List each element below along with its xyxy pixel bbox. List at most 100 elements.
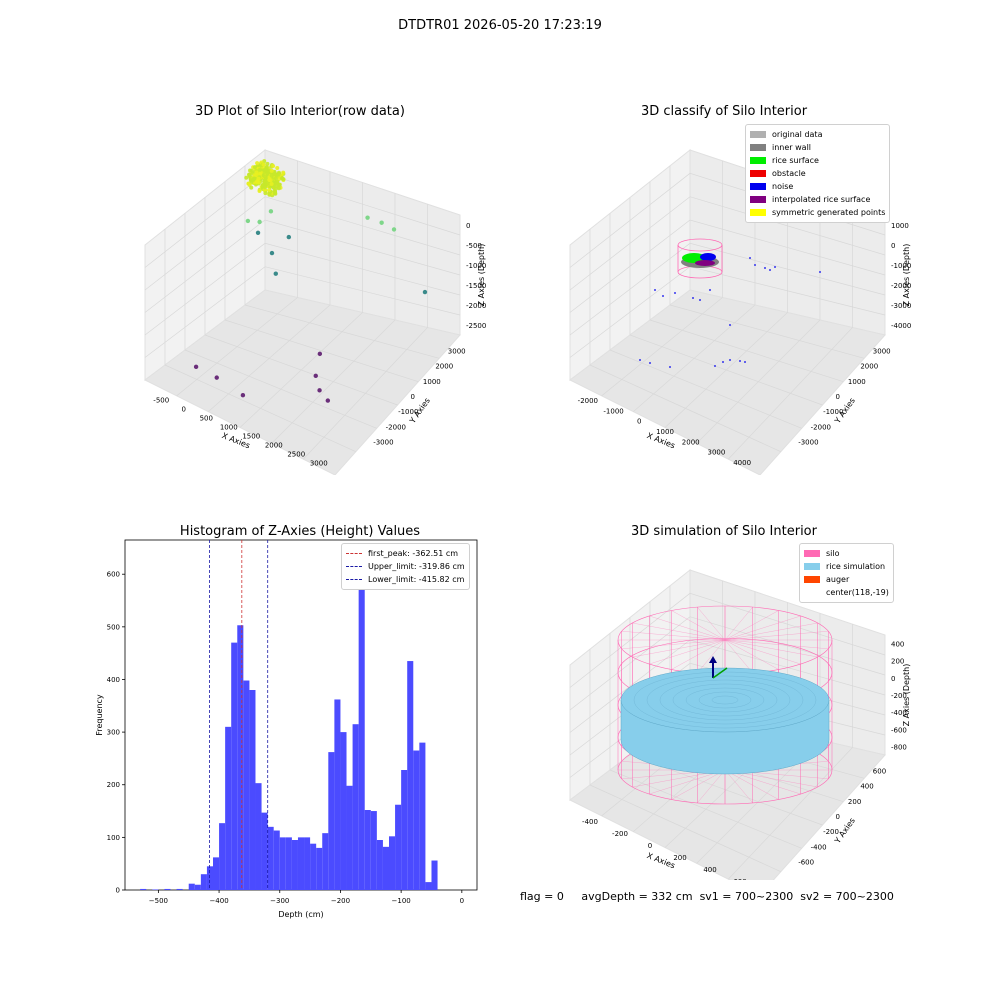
panel4-title: 3D simulation of Silo Interior	[574, 524, 874, 539]
panel1-cluster-point	[263, 191, 267, 195]
hist-ytick-label: 600	[107, 571, 120, 579]
hist-bar	[419, 743, 425, 890]
panel2-ztick: 1000	[891, 222, 909, 230]
panel1-cluster-point	[253, 165, 257, 169]
panel1-cluster-point	[273, 191, 277, 195]
panel4-ytick: 400	[860, 783, 873, 791]
legend-swatch	[750, 209, 766, 216]
panel2-noise-blob	[700, 253, 716, 261]
hist-bar	[286, 837, 292, 890]
panel2-ztick: -4000	[891, 322, 911, 330]
hist-ytick-label: 0	[116, 887, 120, 895]
hist-bar	[274, 831, 280, 890]
panel4-ztick: 0	[891, 675, 895, 683]
legend-swatch	[750, 157, 766, 164]
hist-bar	[164, 889, 170, 890]
panel4-xtick: 600	[733, 878, 746, 880]
legend-label: first_peak: -362.51 cm	[368, 547, 458, 560]
hist-bar	[219, 823, 225, 890]
panel2-legend-item: inner wall	[750, 141, 885, 154]
legend-label: obstacle	[772, 167, 806, 180]
hist-bar	[353, 724, 359, 890]
panel3-legend-item: Upper_limit: -319.86 cm	[346, 560, 465, 573]
panel1-data-point	[256, 231, 260, 235]
panel1-cluster-point	[248, 169, 252, 173]
panel1-3d-plot: -500 0 500 1000 1500 2000 2500 3000 -3000 -2000 -1…	[130, 130, 490, 475]
legend-swatch	[804, 589, 820, 596]
legend-swatch	[750, 131, 766, 138]
legend-swatch	[750, 183, 766, 190]
legend-label: interpolated rice surface	[772, 193, 870, 206]
hist-ytick-label: 200	[107, 781, 120, 789]
panel2-noise-point	[714, 365, 716, 367]
panel1-cluster-point	[244, 176, 248, 180]
panel1-data-point	[379, 221, 383, 225]
hist-bar	[280, 837, 286, 890]
panel1-cluster-point	[263, 185, 267, 189]
panel1-cluster-point	[270, 169, 274, 173]
panel2-title: 3D classify of Silo Interior	[574, 104, 874, 119]
hist-ytick-label: 400	[107, 676, 120, 684]
panel4-legend-item: silo	[804, 547, 889, 560]
panel2-legend-item: original data	[750, 128, 885, 141]
panel1-ytick: -2000	[386, 423, 406, 431]
panel1-cluster-point	[271, 164, 275, 168]
panel4-legend-item: center(118,-19)	[804, 586, 889, 599]
hist-bar	[304, 837, 310, 890]
panel2-xtick: -1000	[603, 407, 623, 415]
panel1-cluster-point	[256, 177, 260, 181]
panel4-xtick: 400	[703, 866, 716, 874]
legend-label: Lower_limit: -415.82 cm	[368, 573, 464, 586]
panel4-xtick: 0	[648, 842, 652, 850]
hist-bar	[298, 837, 304, 890]
panel4-xtick: -200	[612, 830, 628, 838]
panel4-ytick: 0	[836, 813, 840, 821]
hist-bar	[413, 751, 419, 890]
panel2-noise-point	[739, 360, 741, 362]
panel1-cluster-point	[255, 170, 259, 174]
panel2-noise-point	[744, 361, 746, 363]
legend-swatch	[750, 170, 766, 177]
panel2-ytick: -2000	[811, 423, 831, 431]
panel4-rice-surface	[621, 668, 829, 732]
panel1-data-point	[317, 388, 321, 392]
panel1-cluster-point	[267, 188, 271, 192]
panel1-data-point	[365, 215, 369, 219]
panel1-xtick: 2500	[287, 451, 305, 459]
panel4-legend: silo rice simulation auger center(118,-19)	[799, 543, 894, 603]
hist-bar	[365, 810, 371, 890]
hist-bar	[177, 889, 183, 890]
panel1-xtick: 2000	[265, 442, 283, 450]
panel4-ytick: -600	[798, 858, 814, 866]
hist-bar	[255, 783, 261, 890]
hist-xtick-label: −400	[209, 897, 228, 905]
panel2-legend-item: interpolated rice surface	[750, 193, 885, 206]
panel1-data-point	[287, 235, 291, 239]
panel1-cluster-point	[265, 162, 269, 166]
status-line: flag = 0 avgDepth = 332 cm sv1 = 700~230…	[520, 890, 894, 903]
panel1-data-point	[246, 219, 250, 223]
panel1-title: 3D Plot of Silo Interior(row data)	[150, 104, 450, 119]
hist-xtick-label: −300	[270, 897, 289, 905]
panel1-cluster-point	[268, 193, 272, 197]
legend-swatch	[750, 144, 766, 151]
panel1-cluster-point	[270, 174, 274, 178]
panel1-xtick: 0	[182, 406, 186, 414]
panel1-data-point	[274, 272, 278, 276]
legend-swatch	[804, 563, 820, 570]
panel1-data-point	[314, 374, 318, 378]
panel2-legend-item: noise	[750, 180, 885, 193]
panel4-ztick: -800	[891, 743, 907, 751]
panel2-ztick: 0	[891, 242, 895, 250]
legend-line	[346, 579, 362, 580]
panel2-xtick: -2000	[578, 397, 598, 405]
hist-xtick-label: −100	[392, 897, 411, 905]
legend-line	[346, 553, 362, 554]
status-sv1: sv1 = 700~2300	[700, 890, 794, 903]
panel3-legend-item: Lower_limit: -415.82 cm	[346, 573, 465, 586]
hist-bar	[383, 847, 389, 890]
legend-label: rice simulation	[826, 560, 885, 573]
panel2-noise-point	[749, 257, 751, 259]
hist-bar	[268, 827, 274, 890]
panel2-noise-point	[662, 295, 664, 297]
